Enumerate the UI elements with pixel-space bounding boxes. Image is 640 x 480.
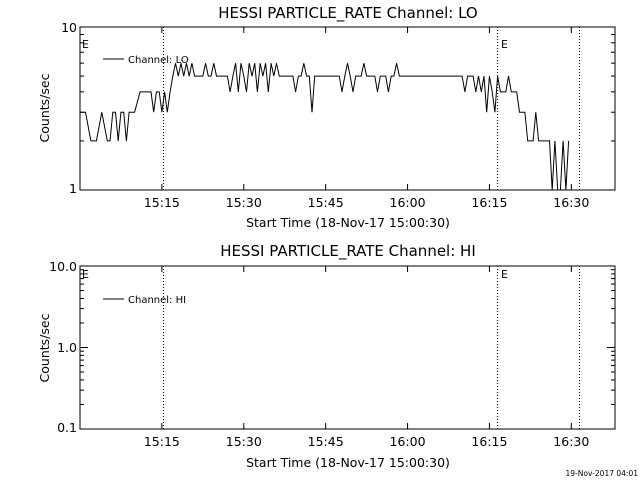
- x-tick-label: 16:15: [471, 434, 507, 449]
- y-tick-label: 10.0: [49, 259, 77, 274]
- x-tick-label: 16:00: [390, 434, 426, 449]
- plot-frame-hi: [79, 265, 616, 430]
- legend-label-lo: Channel: LO: [128, 55, 189, 66]
- event-marker-e: E: [501, 268, 508, 281]
- x-tick-label: 15:30: [226, 434, 262, 449]
- panel-lo: HESSI PARTICLE_RATE Channel: LO 15:15 15:…: [37, 4, 616, 230]
- event-lines-hi: [163, 266, 581, 429]
- y-axis-label-lo: Counts/sec: [37, 73, 52, 142]
- y-tick-label: 10: [61, 20, 77, 35]
- x-tick-label: 15:15: [144, 195, 180, 210]
- y-tick-label: 0.1: [57, 420, 77, 435]
- x-tick-label: 16:00: [390, 195, 426, 210]
- chart-title-lo: HESSI PARTICLE_RATE Channel: LO: [218, 4, 477, 23]
- x-tick-label: 16:15: [471, 195, 507, 210]
- x-tick-label: 16:30: [553, 195, 589, 210]
- x-ticks-lo: 15:15 15:30 15:45 16:00 16:15 16:30: [144, 27, 589, 210]
- x-axis-label-hi: Start Time (18-Nov-17 15:00:30): [246, 455, 450, 470]
- x-tick-label: 15:15: [144, 434, 180, 449]
- x-ticks-hi: 15:15 15:30 15:45 16:00 16:15 16:30: [144, 266, 589, 449]
- x-tick-label: 15:45: [308, 195, 344, 210]
- panel-hi: HESSI PARTICLE_RATE Channel: HI 15:15 15:…: [37, 242, 616, 470]
- footer-timestamp: 19-Nov-2017 04:01: [566, 469, 639, 478]
- plot-frame-lo: [79, 26, 616, 191]
- y-ticks-lo: 10 1: [61, 20, 615, 196]
- series-line-lo: [80, 63, 570, 191]
- x-tick-label: 16:30: [553, 434, 589, 449]
- event-marker-e: E: [501, 38, 508, 51]
- x-axis-label-lo: Start Time (18-Nov-17 15:00:30): [246, 215, 450, 230]
- chart-title-hi: HESSI PARTICLE_RATE Channel: HI: [220, 242, 476, 261]
- x-tick-label: 15:45: [308, 434, 344, 449]
- y-tick-label: 1.0: [57, 340, 77, 355]
- event-marker-e: E: [82, 38, 89, 51]
- legend-label-hi: Channel: HI: [128, 295, 186, 306]
- x-tick-label: 15:30: [226, 195, 262, 210]
- event-marker-e: E: [82, 268, 89, 281]
- y-ticks-hi: 10.0 1.0 0.1: [49, 259, 615, 435]
- event-lines-lo: [163, 27, 581, 190]
- y-axis-label-hi: Counts/sec: [37, 313, 52, 382]
- y-tick-label: 1: [69, 181, 77, 196]
